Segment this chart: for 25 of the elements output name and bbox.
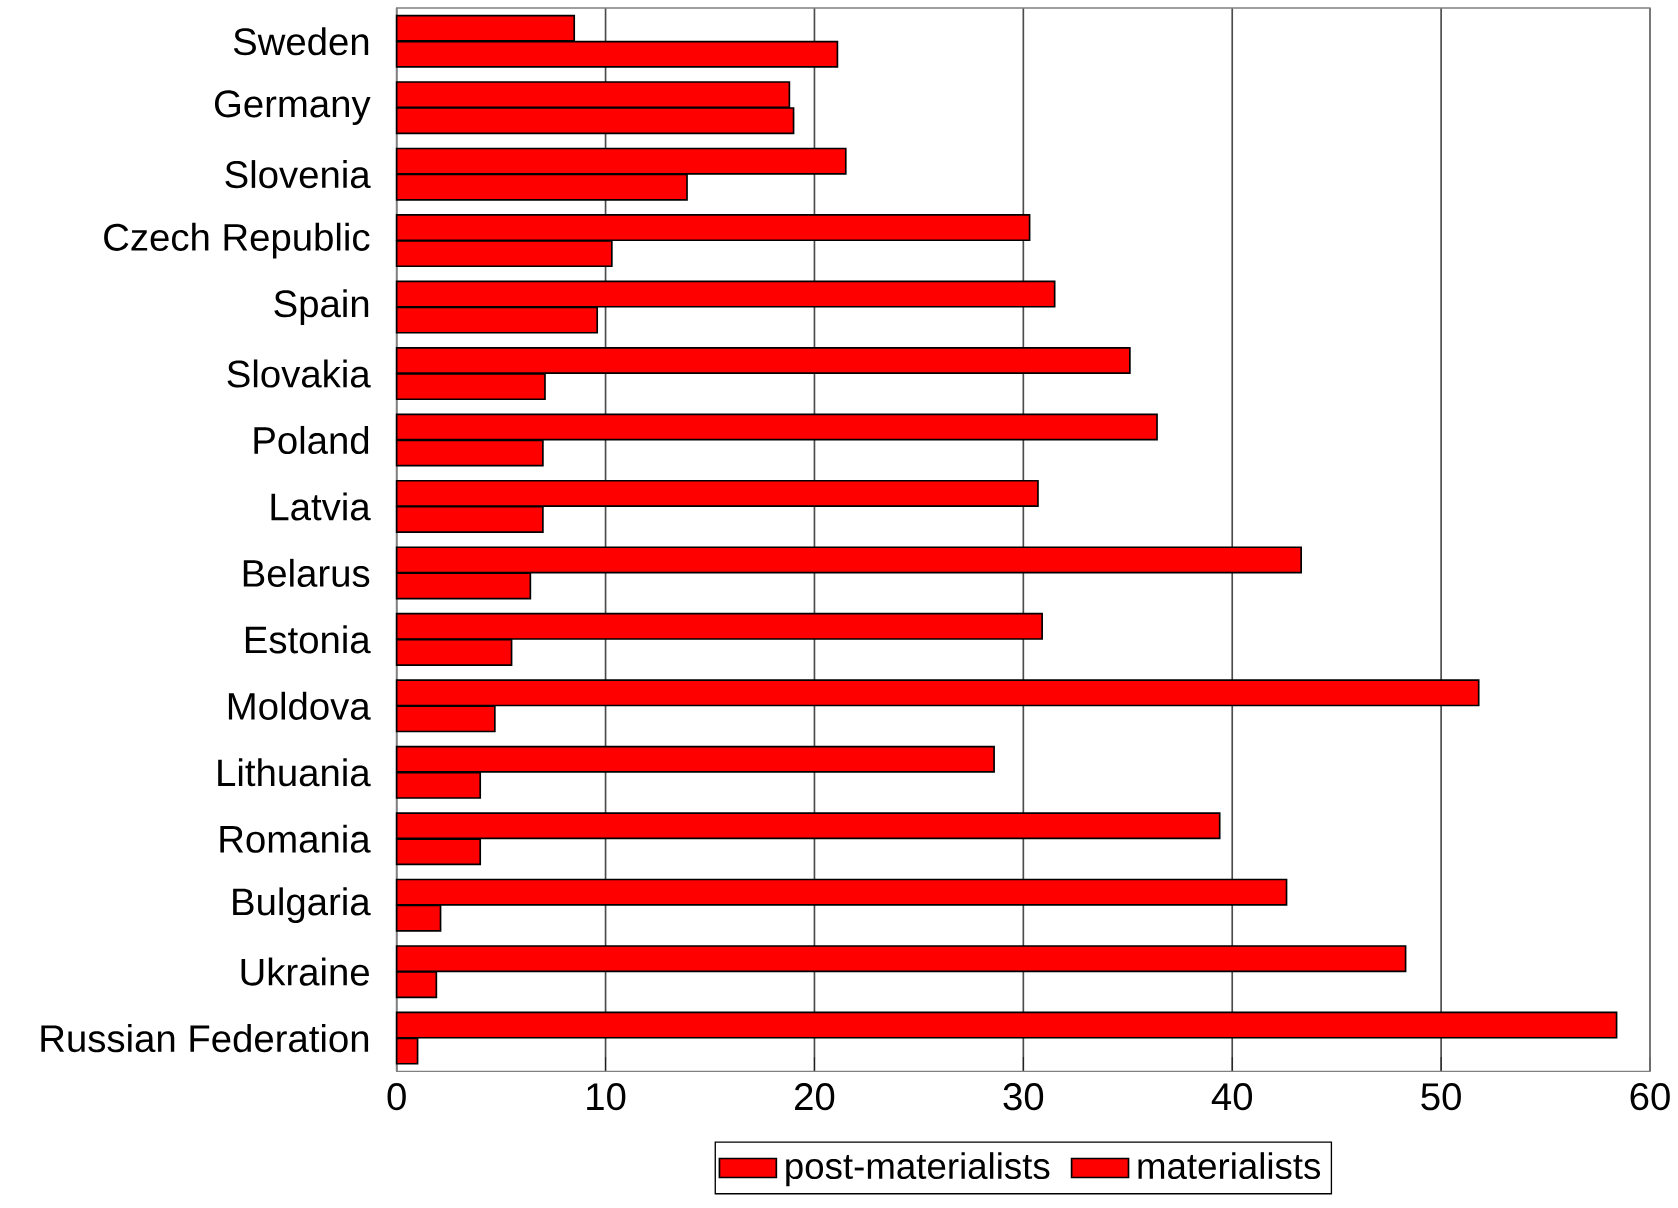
y-tick-label: Germany — [214, 90, 371, 126]
y-tick-label: Sweden — [233, 27, 369, 56]
x-tick-label: 0 — [387, 1083, 406, 1111]
y-tick-label: Czech Republic — [104, 222, 370, 259]
x-tick-label: 60 — [1630, 1083, 1670, 1111]
y-tick-label: Estonia — [245, 625, 371, 654]
y-tick-label: Lithuania — [218, 758, 371, 787]
legend-label: post-materialists — [786, 1152, 1050, 1187]
y-tick-label: Romania — [220, 824, 371, 853]
y-tick-label: Bulgaria — [233, 887, 371, 924]
x-tick-label: 40 — [1211, 1083, 1253, 1111]
x-tick-label: 30 — [1003, 1083, 1044, 1111]
y-tick-label: Moldova — [228, 691, 371, 720]
x-tick-label: 20 — [795, 1083, 835, 1111]
y-tick-label: Belarus — [243, 558, 370, 587]
legend-label: materialists — [1138, 1152, 1321, 1180]
x-tick-label: 50 — [1421, 1083, 1461, 1111]
y-tick-label: Ukraine — [241, 957, 369, 986]
y-tick-label: Slovenia — [225, 160, 371, 189]
y-tick-label: Latvia — [271, 492, 371, 521]
y-tick-label: Russian Federation — [41, 1024, 369, 1053]
x-tick-label: 10 — [587, 1083, 626, 1111]
y-tick-label: Spain — [274, 289, 369, 325]
y-tick-label: Slovakia — [227, 359, 371, 388]
y-tick-label: Poland — [254, 425, 369, 455]
